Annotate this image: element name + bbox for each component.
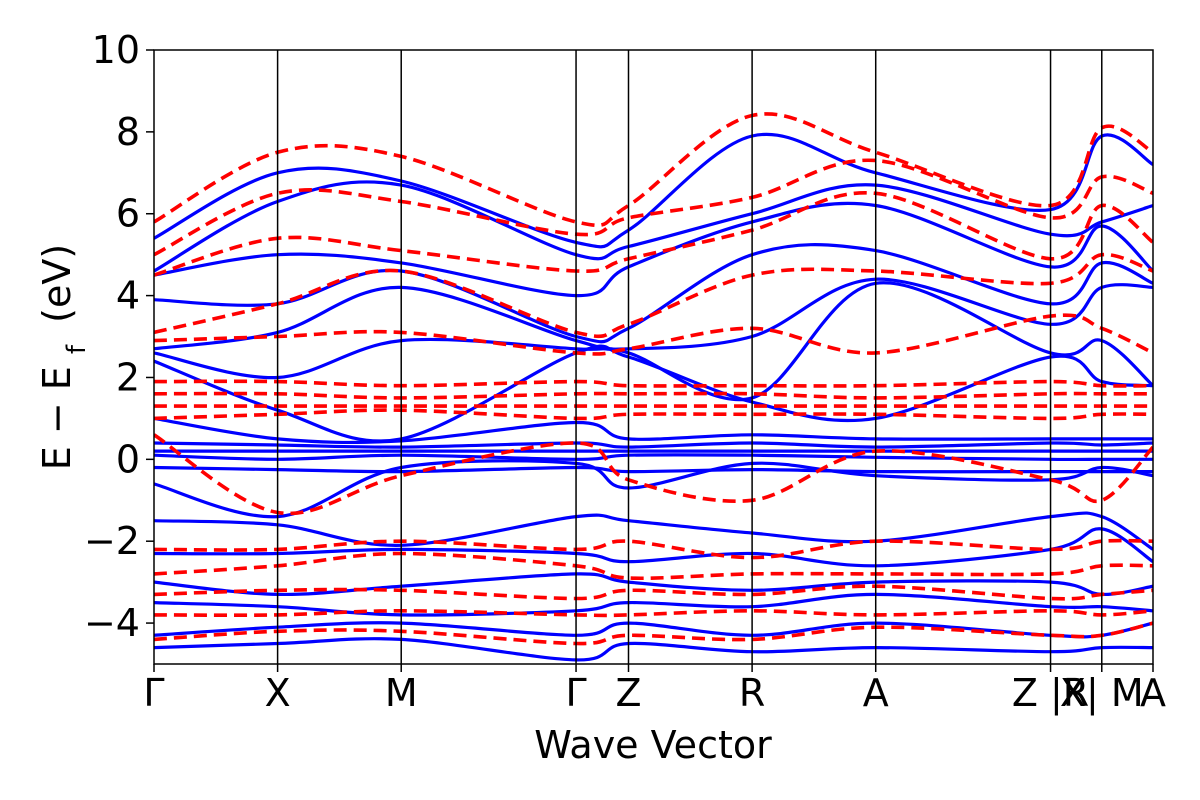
k-point-label: Γ (143, 671, 164, 715)
dashed-band-1 (154, 158, 1153, 257)
dashed-band-14 (154, 621, 1153, 646)
solid-band-3 (154, 243, 1153, 344)
k-point-label: A (863, 671, 889, 715)
k-point-label: X| M (1060, 671, 1144, 716)
dashed-band-12 (154, 584, 1153, 601)
y-tick-label: 4 (116, 274, 140, 318)
k-point-label: Γ (565, 671, 586, 715)
solid-band-5 (154, 281, 1153, 402)
k-point-label: Z (615, 671, 641, 715)
y-tick-label: 6 (116, 192, 140, 236)
k-point-label: X (265, 671, 291, 715)
dashed-band-8 (154, 408, 1153, 421)
y-tick-label: 8 (116, 110, 140, 154)
dashed-band-11 (154, 551, 1153, 581)
plot-frame (153, 49, 1154, 665)
y-axis-label-main: E − E (35, 366, 79, 470)
y-axis-label-subscript: f (62, 344, 92, 354)
x-axis-label: Wave Vector (534, 723, 772, 767)
k-point-label: R (739, 671, 765, 715)
y-tick-label: −4 (84, 601, 140, 645)
plot-background (154, 50, 1153, 664)
dashed-band-6 (154, 391, 1153, 400)
y-axis-label: E − E f (eV) (35, 244, 92, 470)
y-tick-label: 0 (116, 437, 140, 481)
y-tick-label: 2 (116, 355, 140, 399)
dashed-band-0 (154, 112, 1153, 228)
solid-band-0 (154, 132, 1153, 249)
dashed-band-5 (154, 379, 1153, 388)
solid-band-4 (154, 277, 1153, 351)
y-axis-label-unit: (eV) (35, 244, 79, 323)
y-tick-label: −2 (84, 519, 140, 563)
solid-band-6 (154, 344, 1153, 443)
k-point-label: A (1140, 671, 1166, 715)
y-tick-label: 10 (92, 28, 140, 72)
dashed-band-9 (154, 433, 1153, 516)
k-point-label: Z |R (1012, 671, 1089, 716)
dashed-band-13 (154, 609, 1153, 618)
dashed-band-2 (154, 191, 1153, 277)
k-point-label: M (385, 671, 418, 715)
y-axis-ticks: −4 −2 0 2 4 6 8 10 (84, 28, 154, 645)
high-symmetry-lines (276, 50, 1103, 664)
